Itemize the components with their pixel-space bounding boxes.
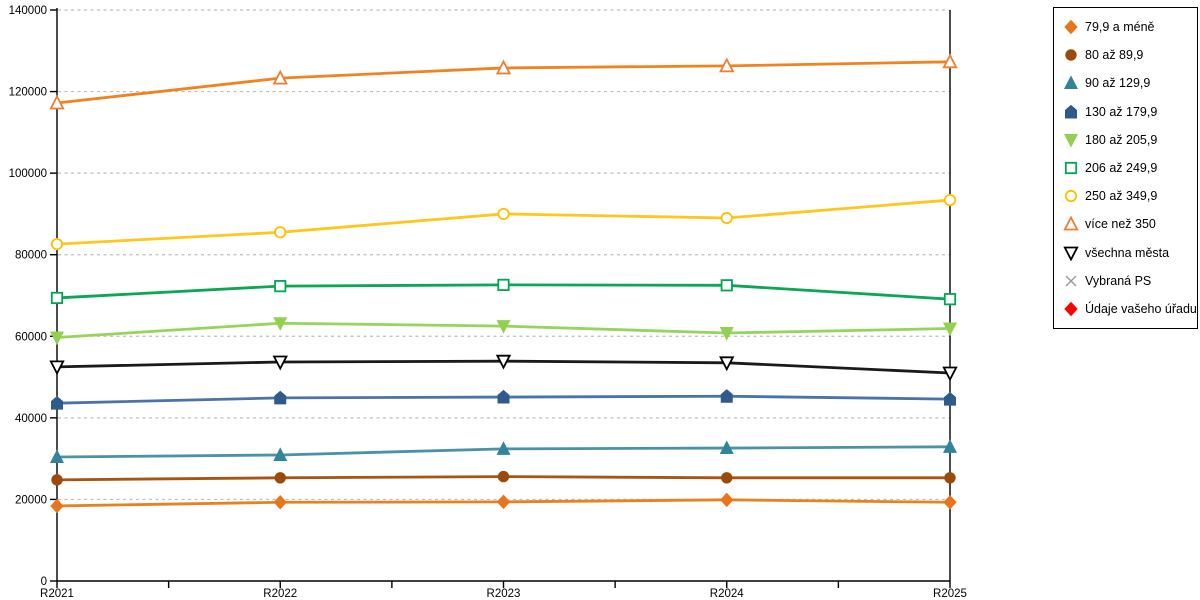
- data-point: [496, 494, 511, 510]
- legend-label: Údaje vašeho úřadu: [1085, 301, 1197, 316]
- chart-legend: 79,9 a méně 80 až 89,9 90 až 129,9 130 až 1…: [1053, 7, 1198, 329]
- data-point: [273, 495, 287, 510]
- legend-item: Údaje vašeho úřadu: [1063, 301, 1197, 317]
- data-point: [49, 331, 65, 346]
- data-point: [49, 94, 65, 110]
- data-point: [274, 226, 287, 239]
- data-point: [720, 492, 734, 508]
- data-point: [272, 355, 288, 371]
- legend-item: Vybraná PS: [1063, 273, 1191, 289]
- data-point: [944, 472, 956, 484]
- diamond-icon: [1064, 19, 1078, 35]
- y-tick-label: 20000: [15, 494, 47, 506]
- diamond-icon: [1064, 301, 1078, 317]
- data-point: [274, 390, 287, 405]
- data-point: [944, 391, 956, 406]
- data-point: [496, 441, 511, 455]
- data-point: [942, 322, 958, 337]
- data-point: [719, 327, 734, 341]
- x-tick-label: R2023: [487, 588, 521, 600]
- data-point: [720, 389, 733, 403]
- legend-item: 206 až 249,9: [1063, 160, 1191, 176]
- data-point: [274, 472, 286, 484]
- data-point: [496, 320, 511, 334]
- triangle-down-icon: [1063, 133, 1079, 148]
- data-point: [719, 356, 735, 372]
- y-tick-label: 40000: [15, 413, 47, 425]
- data-point: [272, 69, 288, 85]
- circle-icon: [1064, 190, 1078, 203]
- data-point: [495, 59, 512, 75]
- legend-item: 90 až 129,9: [1063, 75, 1191, 91]
- legend-label: 80 až 89,9: [1085, 48, 1144, 63]
- legend-label: 206 až 249,9: [1085, 160, 1158, 175]
- legend-label: 79,9 a méně: [1085, 20, 1155, 34]
- data-point: [943, 193, 957, 207]
- data-point: [50, 238, 64, 251]
- legend-label: Vybraná PS: [1085, 273, 1152, 288]
- data-point: [51, 474, 63, 486]
- x-tick-label: R2022: [263, 588, 297, 600]
- series-line: [55, 198, 952, 246]
- y-tick-label: 60000: [15, 331, 47, 343]
- data-point: [497, 389, 510, 404]
- x-tick-label: R2025: [933, 588, 967, 600]
- y-tick-label: 80000: [15, 250, 47, 262]
- legend-item: 250 až 349,9: [1063, 188, 1191, 204]
- data-point: [943, 293, 957, 306]
- legend-label: více než 350: [1085, 217, 1156, 232]
- triangle-down-icon: [1063, 246, 1079, 261]
- data-point: [273, 317, 288, 331]
- data-point: [49, 449, 65, 464]
- data-point: [274, 280, 287, 293]
- legend-item: 130 až 179,9: [1063, 104, 1191, 120]
- y-tick-label: 120000: [9, 87, 47, 99]
- legend-label: 90 až 129,9: [1085, 76, 1151, 91]
- legend-item: 79,9 a méně: [1063, 19, 1191, 35]
- data-point: [942, 53, 958, 69]
- data-point: [497, 470, 510, 483]
- y-tick-label: 0: [41, 576, 47, 588]
- y-tick-label: 100000: [9, 168, 47, 180]
- data-point: [719, 440, 734, 455]
- data-point: [720, 211, 733, 225]
- y-tick-label: 140000: [9, 5, 47, 17]
- triangle-up-icon: [1063, 216, 1079, 231]
- x-icon: [1065, 275, 1077, 287]
- legend-label: 180 až 205,9: [1085, 132, 1158, 147]
- data-point: [942, 366, 958, 382]
- data-point: [497, 207, 510, 221]
- data-point: [50, 291, 64, 305]
- data-point: [273, 447, 288, 461]
- square-icon: [1064, 161, 1078, 175]
- x-tick-label: R2024: [710, 588, 744, 600]
- x-tick-label: R2021: [40, 588, 74, 600]
- legend-label: 250 až 349,9: [1085, 189, 1158, 204]
- legend-label: všechna města: [1085, 245, 1170, 260]
- circle-icon: [1065, 49, 1077, 61]
- pentagon-icon: [1065, 104, 1077, 119]
- data-point: [50, 498, 64, 514]
- triangle-up-icon: [1063, 75, 1079, 90]
- data-point: [943, 495, 957, 510]
- data-point: [720, 279, 733, 292]
- data-point: [942, 439, 958, 453]
- legend-label: 130 až 179,9: [1085, 104, 1158, 119]
- data-point: [721, 472, 733, 484]
- data-point: [497, 278, 510, 291]
- legend-item: více než 350: [1063, 216, 1191, 232]
- legend-item: 180 až 205,9: [1063, 132, 1191, 148]
- data-point: [51, 396, 63, 410]
- data-point: [49, 360, 65, 376]
- data-point: [495, 354, 512, 370]
- data-point: [719, 57, 735, 73]
- legend-item: všechna města: [1063, 245, 1191, 261]
- legend-item: 80 až 89,9: [1063, 47, 1191, 63]
